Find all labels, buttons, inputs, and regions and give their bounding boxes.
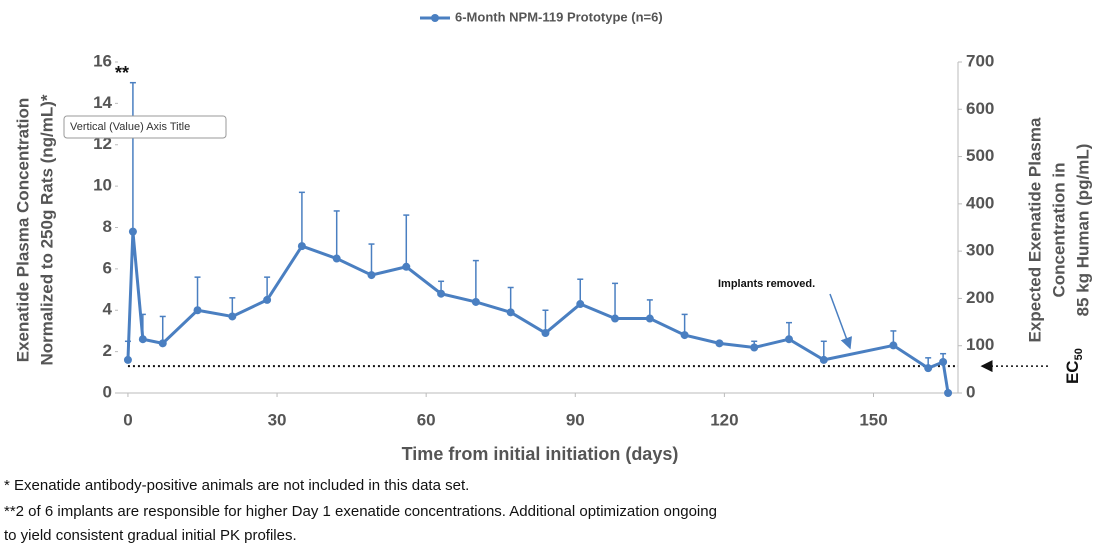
- data-point: [138, 335, 147, 344]
- data-point: [819, 355, 828, 364]
- x-axis-title: Time from initial initiation (days): [402, 444, 679, 464]
- data-point: [402, 262, 411, 271]
- data-point: [939, 357, 948, 366]
- x-tick-label: 150: [859, 410, 887, 429]
- x-tick-label: 0: [123, 410, 132, 429]
- y-tick-label: 6: [103, 258, 112, 277]
- legend-marker: [431, 14, 439, 22]
- series-line: [126, 231, 950, 394]
- y2-tick-label: 600: [966, 99, 994, 118]
- data-point: [367, 271, 376, 280]
- data-point: [944, 389, 953, 397]
- data-point: [680, 331, 689, 340]
- y2-tick-label: 700: [966, 51, 994, 70]
- y2-tick-label: 500: [966, 146, 994, 165]
- data-point: [297, 242, 306, 251]
- x-tick-label: 90: [566, 410, 585, 429]
- data-point: [889, 341, 898, 350]
- x-tick-label: 120: [710, 410, 738, 429]
- y-tick-label: 0: [103, 382, 112, 401]
- footnote: * Exenatide antibody-positive animals ar…: [4, 477, 469, 494]
- y-tick-label: 4: [103, 300, 113, 319]
- y-tick-label: 14: [93, 93, 112, 112]
- data-point: [193, 306, 202, 315]
- data-point: [228, 312, 237, 321]
- y-axis-title: Normalized to 250g Rats (ng/mL)*: [37, 94, 56, 365]
- y2-axis-title: 85 kg Human (pg/mL): [1073, 144, 1092, 317]
- annotation: Implants removed.: [718, 278, 815, 290]
- data-point: [263, 295, 272, 304]
- y2-tick-label: 300: [966, 241, 994, 260]
- y2-tick-label: 400: [966, 193, 994, 212]
- y-tick-label: 16: [93, 51, 112, 70]
- y2-tick-label: 200: [966, 288, 994, 307]
- y-tick-label: 8: [103, 217, 112, 236]
- y-tick-label: 2: [103, 341, 112, 360]
- annotation-arrow: [829, 293, 852, 350]
- y2-axis-title: Expected Exenatide Plasma: [1025, 117, 1044, 342]
- data-point: [924, 364, 933, 373]
- data-point: [123, 355, 132, 364]
- data-point: [611, 314, 620, 323]
- data-point: [576, 300, 585, 309]
- y2-tick-label: 100: [966, 335, 994, 354]
- data-point: [471, 297, 480, 306]
- tooltip: Vertical (Value) Axis Title: [63, 115, 227, 139]
- data-point: [128, 227, 137, 236]
- x-tick-label: 60: [417, 410, 436, 429]
- ec50-subscript: 50: [1073, 348, 1085, 360]
- data-point: [750, 343, 759, 352]
- y-axis-title: Exenatide Plasma Concentration: [13, 98, 32, 363]
- data-point: [645, 314, 654, 323]
- x-tick-label: 30: [268, 410, 287, 429]
- y2-tick-label: 0: [966, 382, 975, 401]
- data-point: [785, 335, 794, 344]
- y2-axis-title: Concentration in: [1049, 162, 1068, 297]
- tooltip-text: Vertical (Value) Axis Title: [70, 121, 190, 133]
- footnote: to yield consistent gradual initial PK p…: [4, 527, 297, 544]
- y-tick-label: 10: [93, 176, 112, 195]
- data-point: [715, 339, 724, 348]
- data-point: [158, 339, 167, 348]
- data-point: [332, 254, 341, 263]
- data-point: [506, 308, 515, 317]
- tooltip-box: [63, 115, 227, 139]
- ec50-label: EC50: [1063, 348, 1084, 384]
- data-point: [437, 289, 446, 298]
- ec50-text: EC: [1063, 360, 1082, 384]
- y-tick-label: 12: [93, 134, 112, 153]
- data-point: [541, 329, 550, 338]
- legend-label: 6-Month NPM-119 Prototype (n=6): [455, 9, 663, 24]
- note-marker: **: [115, 63, 129, 83]
- footnote: **2 of 6 implants are responsible for hi…: [4, 503, 717, 520]
